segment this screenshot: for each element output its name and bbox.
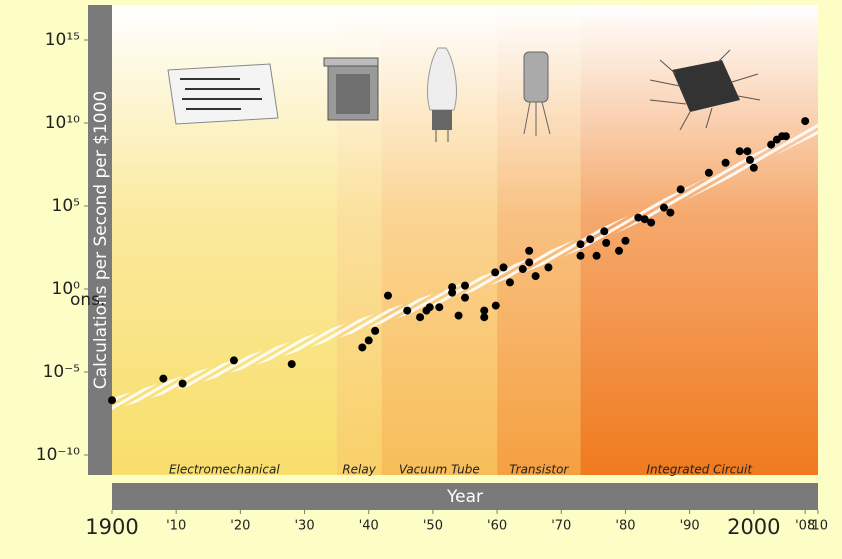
x-tick-label: 1900 (85, 515, 138, 539)
data-point (722, 159, 730, 167)
data-point (491, 268, 499, 276)
data-point (736, 147, 744, 155)
relay (324, 58, 378, 120)
data-point (593, 252, 601, 260)
data-point (677, 185, 685, 193)
era-label: Electromechanical (169, 463, 280, 477)
data-point (666, 209, 674, 217)
data-point (532, 272, 540, 280)
data-point (660, 204, 668, 212)
punch-card (168, 64, 278, 124)
data-point (705, 169, 713, 177)
annotation: ons. (70, 290, 105, 310)
x-tick-label: '60 (487, 519, 507, 534)
x-tick-label: '10 (166, 519, 186, 534)
data-point (647, 219, 655, 227)
data-point (230, 356, 238, 364)
data-point (179, 380, 187, 388)
data-point (448, 289, 456, 297)
data-point (577, 252, 585, 260)
data-point (519, 265, 527, 273)
data-point (435, 303, 443, 311)
data-point (743, 147, 751, 155)
data-point (600, 227, 608, 235)
y-tick-label: 10⁻¹⁰ (36, 445, 80, 465)
x-tick-label: '10 (808, 519, 828, 534)
page: Calculations per Second per $1000 Year E… (0, 0, 842, 559)
data-point (108, 396, 116, 404)
data-point (384, 292, 392, 300)
data-point (426, 303, 434, 311)
data-point (403, 307, 411, 315)
data-point (461, 282, 469, 290)
data-point (371, 327, 379, 335)
x-tick-label: '20 (230, 519, 250, 534)
data-point (416, 313, 424, 321)
data-point (461, 294, 469, 302)
data-point (586, 235, 594, 243)
era-label: Integrated Circuit (646, 463, 753, 477)
data-point (525, 247, 533, 255)
y-tick-label: 10⁻⁵ (43, 362, 80, 382)
data-point (615, 247, 623, 255)
era-label: Vacuum Tube (399, 463, 480, 477)
x-axis-label: Year (446, 487, 483, 507)
data-point (492, 302, 500, 310)
data-point (455, 312, 463, 320)
y-tick-label: 10¹⁰ (45, 113, 80, 133)
era-label: Transistor (509, 463, 569, 477)
data-point (288, 360, 296, 368)
chart: Calculations per Second per $1000 Year E… (0, 0, 842, 559)
data-point (358, 343, 366, 351)
data-point (506, 278, 514, 286)
x-tick-label: '30 (294, 519, 314, 534)
data-point (750, 164, 758, 172)
data-point (480, 313, 488, 321)
data-point (525, 258, 533, 266)
x-tick-label: '40 (359, 519, 379, 534)
y-tick-label: 10¹⁵ (45, 30, 80, 50)
data-point (365, 336, 373, 344)
data-point (602, 239, 610, 247)
data-point (621, 237, 629, 245)
x-tick-label: 2000 (727, 515, 780, 539)
data-point (500, 263, 508, 271)
x-tick-label: '50 (423, 519, 443, 534)
y-tick-label: 10⁵ (52, 196, 80, 216)
data-point (801, 117, 809, 125)
x-tick-label: '70 (551, 519, 571, 534)
y-axis-label: Calculations per Second per $1000 (91, 91, 111, 389)
x-tick-label: '90 (680, 519, 700, 534)
x-tick-label: '80 (615, 519, 635, 534)
data-point (746, 156, 754, 164)
data-point (544, 263, 552, 271)
data-point (159, 375, 167, 383)
era-label: Relay (342, 463, 376, 477)
data-point (782, 132, 790, 140)
data-point (577, 240, 585, 248)
